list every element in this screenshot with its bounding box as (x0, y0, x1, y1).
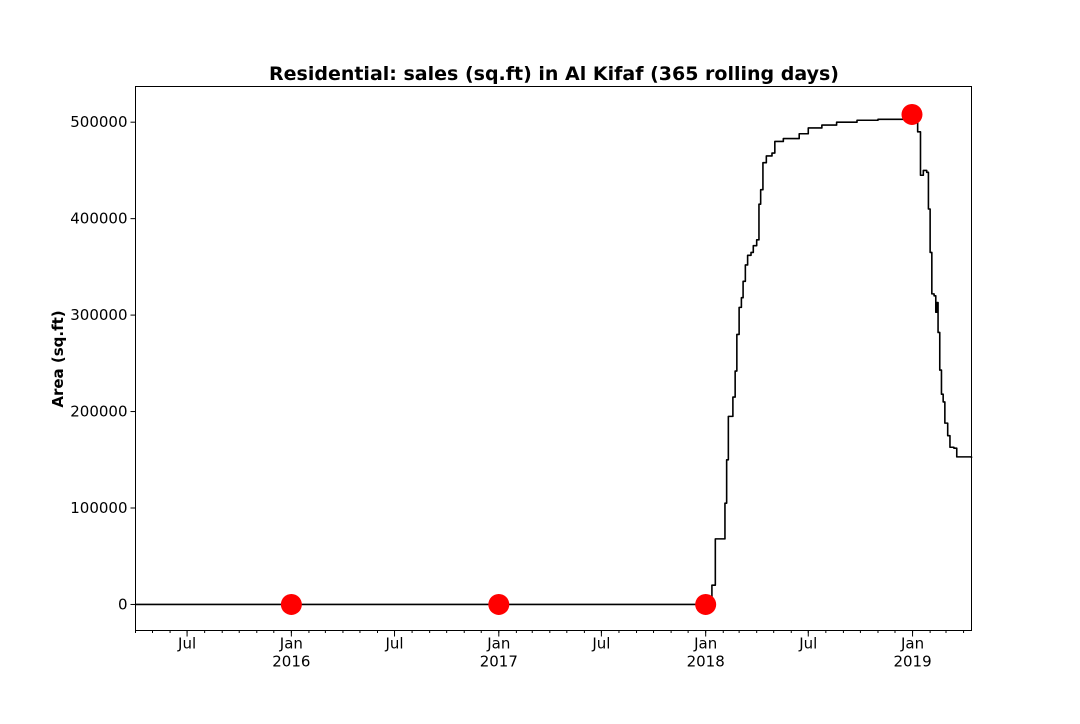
y-tick-label: 0 (118, 595, 128, 613)
x-tick-label: Jan (693, 635, 717, 653)
x-tick-label: Jan (279, 635, 303, 653)
x-tick-label: Jul (384, 635, 403, 653)
highlight-marker (695, 593, 717, 615)
x-tick-year-label: 2017 (480, 653, 518, 671)
x-tick-label: Jan (900, 635, 924, 653)
x-tick-label: Jul (591, 635, 610, 653)
y-tick-label: 200000 (70, 403, 127, 421)
x-tick-label: Jul (177, 635, 196, 653)
y-axis-label: Area (sq.ft) (49, 310, 67, 407)
plot-frame (135, 86, 972, 631)
y-tick-label: 400000 (70, 210, 127, 228)
highlight-marker (280, 593, 302, 615)
series-line (135, 117, 973, 606)
x-tick-year-label: 2018 (687, 653, 725, 671)
x-tick-label: Jul (798, 635, 817, 653)
y-tick-label: 100000 (70, 499, 127, 517)
y-tick-label: 500000 (70, 113, 127, 131)
highlight-marker (901, 103, 923, 125)
chart-title: Residential: sales (sq.ft) in Al Kifaf (… (269, 63, 839, 85)
x-tick-year-label: 2016 (272, 653, 310, 671)
x-tick-label: Jan (486, 635, 510, 653)
highlight-marker (488, 593, 510, 615)
y-tick-label: 300000 (70, 306, 127, 324)
x-tick-year-label: 2019 (893, 653, 931, 671)
